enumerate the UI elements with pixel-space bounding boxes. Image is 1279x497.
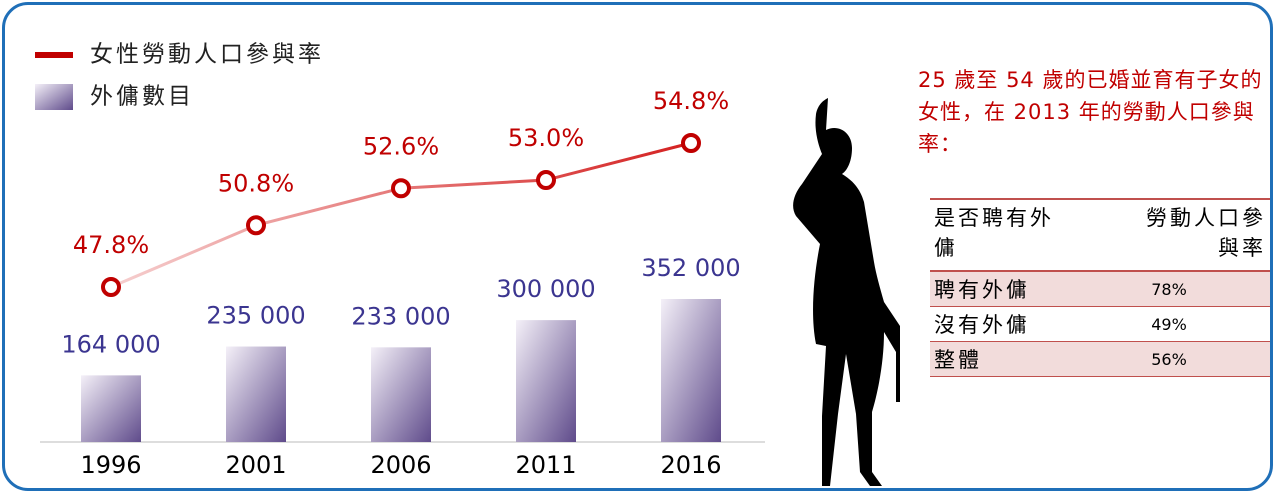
line-label: 53.0% xyxy=(508,124,584,152)
line-point xyxy=(536,170,556,191)
line-label: 50.8% xyxy=(218,169,294,197)
line xyxy=(110,141,692,289)
table: 是否聘有外傭 勞動人口參與率 聘有外傭 78% 沒有外傭 49% 整體 56% xyxy=(930,198,1270,377)
cell: 整體 xyxy=(930,341,1068,377)
bar xyxy=(371,347,431,442)
x-tick-label: 1996 xyxy=(80,451,141,479)
bar xyxy=(661,299,721,442)
bar-label: 352 000 xyxy=(641,254,740,282)
legend-swatch xyxy=(35,84,73,110)
line-point xyxy=(681,133,701,153)
bar xyxy=(226,346,286,442)
cell: 78% xyxy=(1068,271,1270,307)
x-tick-label: 2011 xyxy=(515,451,576,479)
line-label: 54.8% xyxy=(653,87,729,115)
x-tick-label: 2001 xyxy=(225,451,286,479)
legend-label: 外傭數目 xyxy=(90,84,194,110)
x-tick-label: 2006 xyxy=(370,451,431,479)
x-tick-label: 2016 xyxy=(660,451,721,479)
cell: 56% xyxy=(1068,341,1270,377)
table-row: 沒有外傭 49% xyxy=(930,306,1270,342)
line-point xyxy=(391,178,411,199)
cell: 聘有外傭 xyxy=(930,271,1068,307)
silhouette xyxy=(793,98,900,486)
bar-label: 233 000 xyxy=(351,302,450,330)
bar xyxy=(81,375,141,442)
line-point xyxy=(101,277,121,297)
frame xyxy=(2,2,1273,491)
bar xyxy=(516,320,576,442)
table-header: 是否聘有外傭 勞動人口參與率 xyxy=(930,198,1270,272)
cell: 49% xyxy=(1068,306,1270,342)
bar-label: 300 000 xyxy=(496,275,595,303)
note: 25 歲至 54 歲的已婚並育有子女的女性，在 2013 年的勞動人口參與率： xyxy=(918,68,1263,156)
table-row: 聘有外傭 78% xyxy=(930,271,1270,307)
line-label: 47.8% xyxy=(73,231,149,259)
table-row: 整體 56% xyxy=(930,341,1270,377)
legend-swatch xyxy=(35,52,73,58)
cell: 沒有外傭 xyxy=(930,306,1068,342)
line-label: 52.6% xyxy=(363,132,439,160)
header-cell: 勞動人口參與率 xyxy=(1068,198,1270,272)
line-point xyxy=(246,215,266,236)
header-cell: 是否聘有外傭 xyxy=(930,198,1068,272)
chart: 1996 2001 2006 2011 2016 164 000 235 000 233 00… xyxy=(35,42,900,486)
bar-label: 235 000 xyxy=(206,302,305,330)
bar-label: 164 000 xyxy=(61,330,160,358)
legend-label: 女性勞動人口參與率 xyxy=(90,42,324,68)
